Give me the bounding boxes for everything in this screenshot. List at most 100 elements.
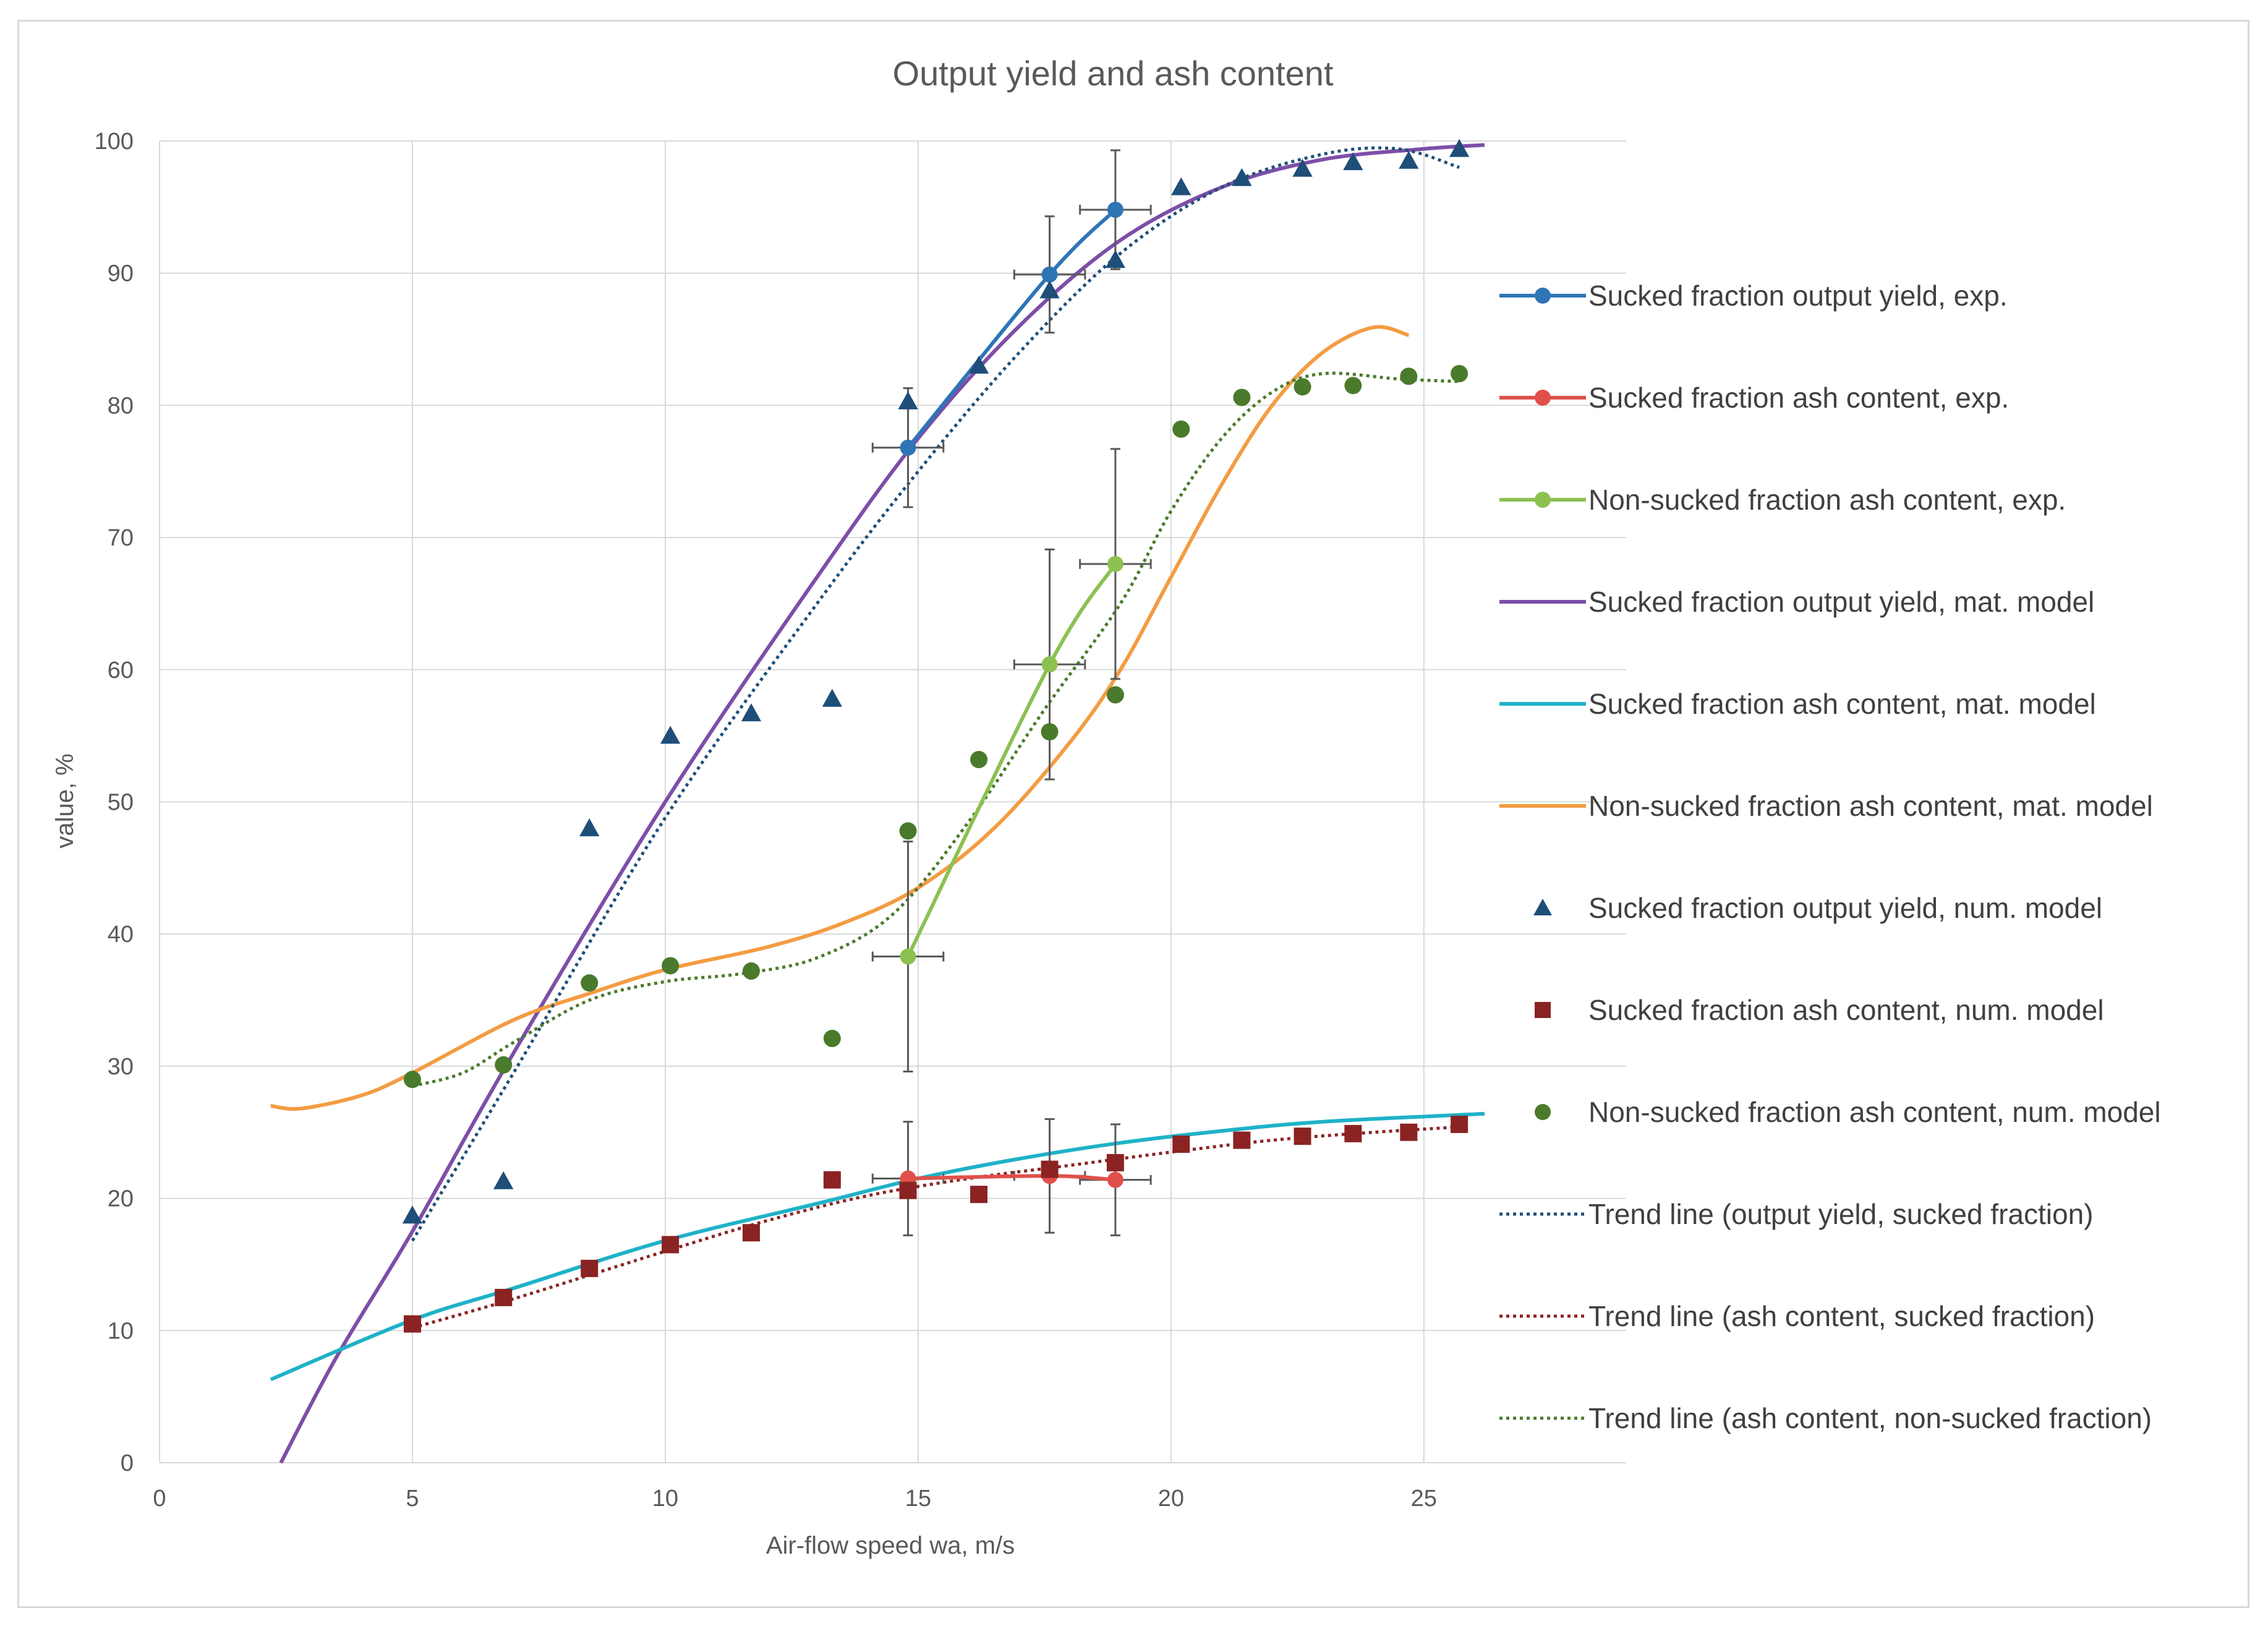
- data-point: [1344, 1124, 1362, 1142]
- data-point: [1172, 420, 1190, 438]
- data-point: [823, 1030, 841, 1048]
- trend-line: [411, 146, 1460, 1242]
- legend-item: Sucked fraction output yield, mat. model: [1499, 586, 2094, 618]
- data-point: [1294, 378, 1311, 396]
- data-point: [1106, 686, 1124, 704]
- series-2: [871, 448, 1152, 1072]
- series-0: [871, 149, 1152, 508]
- data-point: [403, 1071, 421, 1089]
- legend-item: Trend line (output yield, sucked fractio…: [1499, 1198, 2093, 1230]
- series-1: [871, 1118, 1152, 1236]
- series-5: [270, 325, 1410, 1111]
- legend-marker: [1533, 899, 1552, 915]
- legend-label: Sucked fraction ash content, num. model: [1588, 994, 2104, 1026]
- trend-line: [412, 371, 1460, 1088]
- data-point: [1041, 656, 1058, 673]
- legend-label: Sucked fraction ash content, exp.: [1588, 382, 2009, 414]
- legend-item: Sucked fraction output yield, num. model: [1533, 892, 2102, 924]
- y-tick-label: 40: [108, 922, 134, 948]
- y-tick-label: 90: [108, 261, 134, 287]
- chart-title: Output yield and ash content: [893, 54, 1334, 93]
- legend: Sucked fraction output yield, exp. Sucked…: [1499, 280, 2161, 1434]
- legend-marker: [1535, 1104, 1551, 1120]
- data-point: [1041, 266, 1058, 283]
- legend-item: Sucked fraction ash content, num. model: [1535, 994, 2104, 1026]
- series-line: [270, 1111, 1485, 1382]
- data-point: [742, 962, 760, 980]
- data-point: [495, 1288, 513, 1306]
- series-line: [906, 563, 1117, 957]
- legend-label: Trend line (output yield, sucked fractio…: [1588, 1198, 2093, 1230]
- series-11: [412, 371, 1460, 1088]
- data-point: [1107, 202, 1123, 218]
- y-tick-label: 0: [121, 1450, 134, 1476]
- data-point: [662, 957, 680, 975]
- y-tick-label: 70: [108, 525, 134, 551]
- series-6: [402, 139, 1470, 1224]
- series-line: [908, 1174, 1116, 1182]
- data-point: [495, 1056, 513, 1074]
- data-point: [1400, 367, 1418, 385]
- series-3: [279, 143, 1485, 1464]
- x-tick-label: 5: [406, 1486, 419, 1512]
- legend-label: Sucked fraction output yield, exp.: [1588, 280, 2008, 312]
- legend-label: Non-sucked fraction ash content, exp.: [1588, 484, 2066, 516]
- legend-item: Non-sucked fraction ash content, mat. mo…: [1499, 790, 2153, 822]
- data-point: [970, 751, 988, 769]
- data-point: [493, 1171, 514, 1189]
- x-tick-label: 20: [1158, 1486, 1184, 1512]
- legend-label: Sucked fraction output yield, mat. model: [1588, 586, 2094, 618]
- y-tick-label: 60: [108, 657, 134, 683]
- data-point: [1343, 152, 1363, 171]
- data-point: [1171, 177, 1192, 195]
- legend-marker: [1535, 1002, 1551, 1018]
- x-tick-label: 15: [905, 1486, 931, 1512]
- grid: [159, 140, 1626, 1463]
- y-tick-label: 50: [108, 790, 134, 816]
- data-point: [581, 974, 599, 992]
- data-point: [900, 948, 916, 965]
- legend-label: Non-sucked fraction ash content, mat. mo…: [1588, 790, 2153, 822]
- series-8: [403, 365, 1469, 1089]
- data-point: [1449, 139, 1470, 157]
- data-point: [741, 703, 762, 722]
- legend-item: Sucked fraction ash content, mat. model: [1499, 688, 2096, 720]
- legend-label: Trend line (ash content, sucked fraction…: [1588, 1300, 2095, 1332]
- legend-item: Sucked fraction output yield, exp.: [1499, 280, 2008, 312]
- chart-frame: [17, 20, 2249, 1608]
- axes: 0 10 20 30 40 50 60 70 80 90 100 0 5 10 15 20 25: [95, 129, 1437, 1512]
- legend-item: Trend line (ash content, non-sucked frac…: [1499, 1402, 2152, 1434]
- series-9: [411, 146, 1460, 1242]
- data-point: [968, 356, 989, 374]
- series-line: [906, 208, 1117, 449]
- data-point: [900, 439, 916, 456]
- y-tick-label: 100: [95, 129, 134, 155]
- y-tick-label: 30: [108, 1054, 134, 1080]
- data-point: [822, 688, 842, 707]
- data-point: [579, 818, 600, 837]
- data-point: [1400, 1123, 1418, 1141]
- trend-line: [412, 1125, 1460, 1330]
- data-point: [1232, 168, 1252, 186]
- x-tick-label: 10: [652, 1486, 678, 1512]
- x-tick-label: 0: [153, 1486, 166, 1512]
- data-point: [1107, 555, 1123, 572]
- legend-item: Non-sucked fraction ash content, num. mo…: [1535, 1096, 2161, 1128]
- y-tick-label: 80: [108, 393, 134, 419]
- y-tick-label: 10: [108, 1318, 134, 1344]
- data-point: [402, 1205, 423, 1224]
- data-point: [1105, 250, 1125, 268]
- legend-marker: [1535, 390, 1551, 406]
- data-point: [403, 1315, 421, 1333]
- data-point: [970, 1186, 988, 1204]
- series-4: [270, 1111, 1485, 1382]
- y-tick-label: 20: [108, 1186, 134, 1212]
- series-line: [279, 143, 1485, 1464]
- y-axis-label: value, %: [51, 753, 79, 848]
- legend-label: Trend line (ash content, non-sucked frac…: [1588, 1402, 2152, 1434]
- data-point: [1106, 1153, 1124, 1171]
- data-point: [1344, 377, 1362, 395]
- series-7: [403, 1115, 1469, 1333]
- legend-item: Non-sucked fraction ash content, exp.: [1499, 484, 2066, 516]
